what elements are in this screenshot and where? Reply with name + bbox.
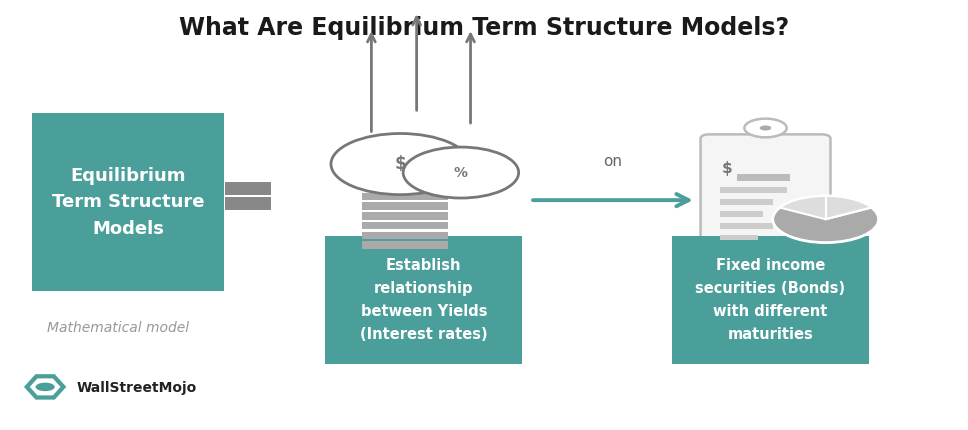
FancyBboxPatch shape [325,236,523,363]
FancyBboxPatch shape [362,173,448,181]
Circle shape [744,119,787,137]
Text: Equilibrium
Term Structure
Models: Equilibrium Term Structure Models [51,167,204,238]
Wedge shape [780,196,871,219]
FancyBboxPatch shape [701,134,831,253]
Circle shape [36,383,55,391]
FancyBboxPatch shape [720,211,763,217]
FancyBboxPatch shape [362,241,448,249]
FancyBboxPatch shape [720,223,772,229]
FancyBboxPatch shape [362,183,448,190]
Text: Fixed income
securities (Bonds)
with different
maturities: Fixed income securities (Bonds) with dif… [695,258,845,341]
Text: $: $ [722,161,733,176]
Polygon shape [24,374,66,399]
Text: WallStreetMojo: WallStreetMojo [76,381,197,395]
FancyBboxPatch shape [226,182,271,195]
Text: Establish
relationship
between Yields
(Interest rates): Establish relationship between Yields (I… [360,258,488,341]
Text: Mathematical model: Mathematical model [47,321,190,335]
FancyBboxPatch shape [737,174,790,181]
Text: %: % [454,166,468,180]
FancyBboxPatch shape [362,231,448,239]
Polygon shape [30,378,61,396]
Text: What Are Equilibrium Term Structure Models?: What Are Equilibrium Term Structure Mode… [179,15,789,40]
Circle shape [760,126,771,131]
Text: $: $ [394,155,407,173]
FancyBboxPatch shape [720,199,772,205]
FancyBboxPatch shape [362,202,448,210]
FancyBboxPatch shape [720,187,787,193]
FancyBboxPatch shape [720,235,758,240]
FancyBboxPatch shape [362,222,448,230]
FancyBboxPatch shape [362,193,448,200]
FancyBboxPatch shape [672,236,869,363]
Text: on: on [603,154,622,169]
Circle shape [772,196,879,243]
Circle shape [331,133,469,195]
FancyBboxPatch shape [362,212,448,220]
Circle shape [403,147,519,198]
FancyBboxPatch shape [32,113,225,292]
FancyBboxPatch shape [226,197,271,210]
